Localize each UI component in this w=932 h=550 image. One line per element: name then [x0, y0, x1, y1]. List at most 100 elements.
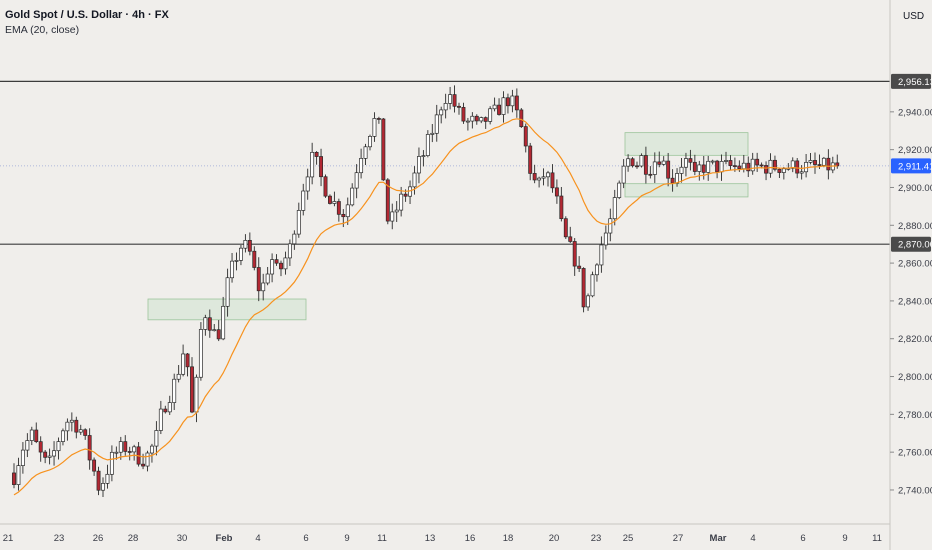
candle-body [688, 158, 693, 163]
time-tick-label: 18 [503, 533, 514, 544]
candle-body [514, 95, 519, 111]
chart-legend: Gold Spot / U.S. Dollar · 4h · FX EMA (2… [5, 8, 169, 38]
candle [225, 268, 230, 317]
candle-body [145, 452, 150, 467]
candle-body [310, 151, 315, 178]
candle-body [741, 162, 746, 169]
candle-body [158, 408, 163, 431]
candle-body [750, 158, 755, 172]
candle [216, 320, 221, 342]
candle [434, 104, 439, 142]
candle-body [626, 158, 631, 167]
candle [768, 153, 773, 178]
candle [105, 464, 110, 489]
candle-body [692, 161, 697, 172]
candle [247, 232, 252, 256]
candle [176, 365, 181, 383]
candle-body [746, 162, 751, 172]
price-tick-label: 2,940.00 [898, 107, 932, 118]
candle [688, 149, 693, 171]
time-tick-label: 6 [303, 533, 308, 544]
candle [528, 142, 533, 181]
symbol-title[interactable]: Gold Spot / U.S. Dollar · 4h · FX [5, 9, 169, 21]
candle-body [292, 233, 297, 245]
candle [92, 457, 97, 476]
candle [661, 156, 666, 166]
candle [746, 156, 751, 178]
last-price-badge-bg [891, 158, 931, 174]
time-tick-label: 4 [750, 533, 755, 544]
candle [336, 198, 341, 222]
candle-body [109, 451, 114, 475]
candle [296, 202, 301, 238]
candle [270, 253, 275, 283]
time-tick-label: 20 [549, 533, 560, 544]
candle [594, 263, 599, 282]
time-tick-label: 9 [842, 533, 847, 544]
candle [38, 436, 43, 462]
candle-body [29, 429, 34, 441]
candle [261, 273, 266, 301]
candle-body [150, 445, 154, 454]
candle-body [452, 94, 457, 107]
candle [56, 437, 61, 460]
candle-body [537, 177, 542, 181]
candle [256, 257, 261, 302]
time-tick-label: 30 [177, 533, 188, 544]
candle-body [635, 165, 639, 168]
candle-body [523, 126, 528, 147]
price-tick-label: 2,880.00 [898, 221, 932, 232]
time-tick-label: 28 [128, 533, 139, 544]
candle-body [69, 419, 74, 423]
candle-body [341, 213, 346, 218]
price-tick-label: 2,860.00 [898, 259, 932, 270]
candle [43, 449, 48, 464]
candle-body [764, 165, 769, 174]
candle [190, 357, 194, 414]
level-price-badge-bg [891, 73, 931, 89]
candle [465, 117, 470, 131]
candle-body [474, 115, 479, 122]
candle-body [826, 157, 831, 171]
candle [755, 152, 760, 172]
price-tick-label: 2,760.00 [898, 448, 932, 459]
candle [452, 85, 457, 113]
candle-body [283, 257, 288, 270]
level-price-badge-text: 2,870.00 [898, 240, 932, 251]
candle-body [768, 159, 773, 174]
candle-body [194, 376, 199, 413]
candle [492, 97, 497, 112]
candle [412, 166, 417, 195]
candle [78, 424, 83, 435]
candle-body [181, 353, 186, 375]
candle-body [132, 446, 137, 453]
candle-body [715, 160, 720, 173]
candle-body [243, 240, 248, 249]
price-tick-label: 2,900.00 [898, 183, 932, 194]
candle-body [470, 115, 475, 122]
candle [648, 166, 653, 179]
ema-layer [13, 118, 838, 496]
currency-label[interactable]: USD [903, 11, 925, 22]
candle-body [207, 317, 212, 331]
candle-body [376, 118, 381, 120]
candle-body [261, 282, 266, 292]
candle [341, 209, 346, 228]
time-tick-label: 13 [425, 533, 436, 544]
candle [363, 143, 368, 166]
candle [376, 116, 381, 124]
candle [221, 296, 226, 341]
time-tick-label: 27 [673, 533, 684, 544]
candle [483, 116, 488, 129]
candle [127, 446, 132, 461]
candle-body [74, 419, 79, 433]
candle-body [755, 158, 760, 166]
ema-indicator-label[interactable]: EMA (20, close) [5, 24, 80, 36]
candle-body [114, 451, 119, 454]
candle-body [123, 441, 128, 452]
time-tick-label: 11 [377, 533, 387, 544]
candle [305, 168, 310, 200]
